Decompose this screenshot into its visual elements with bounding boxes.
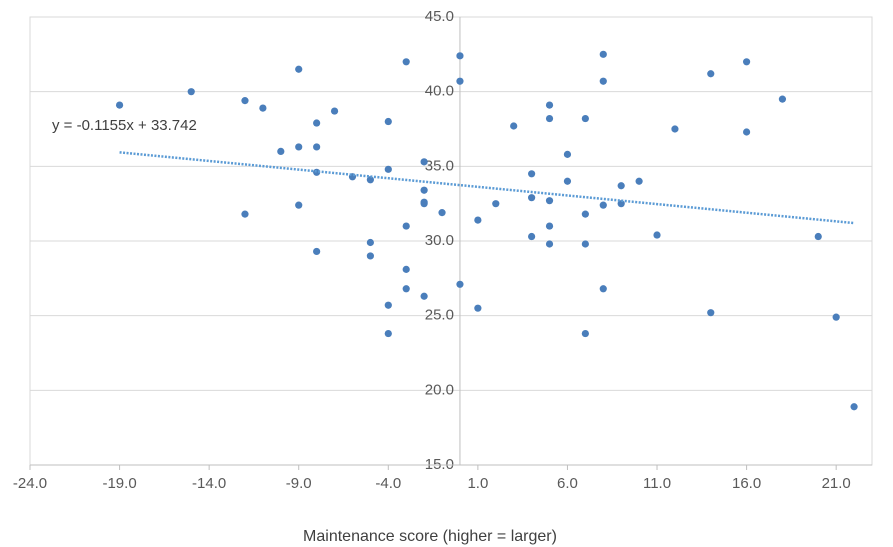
point (420, 158, 428, 166)
point (313, 247, 321, 256)
point (384, 329, 392, 338)
point (438, 209, 446, 217)
y-tick-label: 30.0 (425, 232, 454, 249)
point (563, 150, 572, 158)
x-tick-label: 1.0 (467, 475, 488, 492)
point (366, 176, 374, 184)
point (528, 194, 536, 202)
x-tick-label: -19.0 (102, 475, 136, 492)
point (402, 265, 410, 273)
point (545, 240, 554, 248)
point (384, 117, 392, 126)
x-tick-label: 6.0 (557, 475, 578, 492)
point (581, 114, 589, 123)
y-tick-label: 45.0 (425, 8, 454, 25)
point (850, 403, 858, 411)
point (545, 197, 554, 205)
point (635, 177, 643, 185)
point (742, 58, 751, 66)
point (187, 88, 195, 96)
point (492, 200, 500, 208)
point (528, 232, 536, 241)
point (528, 170, 536, 178)
point (420, 292, 428, 300)
point (456, 77, 464, 85)
point (241, 97, 249, 105)
point (707, 309, 715, 317)
x-tick-label: 11.0 (643, 475, 671, 492)
point (402, 222, 410, 230)
point (581, 240, 589, 248)
point (420, 186, 428, 194)
point (545, 101, 554, 109)
x-tick-label: 21.0 (822, 475, 851, 492)
point (617, 182, 625, 190)
y-tick-label: 20.0 (425, 381, 454, 398)
point (545, 222, 554, 230)
point (295, 143, 303, 151)
point (277, 147, 285, 155)
point (313, 119, 321, 127)
y-tick-label: 15.0 (425, 456, 454, 473)
point (295, 201, 303, 209)
x-tick-label: 16.0 (732, 475, 761, 492)
y-tick-label: 25.0 (425, 307, 454, 324)
point (599, 77, 607, 85)
point (420, 200, 428, 208)
point (707, 70, 715, 78)
x-tick-label: -4.0 (375, 475, 401, 492)
point (742, 128, 751, 136)
x-tick-label: -14.0 (192, 475, 226, 492)
point (653, 231, 661, 239)
point (313, 143, 321, 151)
point (241, 210, 249, 218)
point (330, 107, 339, 115)
point (384, 165, 392, 173)
point (671, 125, 679, 133)
point (366, 238, 374, 247)
point (259, 104, 267, 112)
point (814, 232, 822, 241)
trendline (119, 151, 855, 225)
point (402, 285, 410, 293)
point (402, 58, 410, 66)
point (474, 216, 482, 224)
point (563, 177, 572, 185)
y-tick-label: 40.0 (425, 83, 454, 100)
point (384, 301, 392, 309)
point (115, 101, 124, 109)
point (778, 95, 787, 103)
point (474, 304, 482, 312)
x-tick-label: -9.0 (286, 475, 312, 492)
point (832, 313, 840, 321)
point (599, 285, 607, 293)
point (599, 201, 607, 209)
point (510, 122, 518, 130)
y-tick-label: 35.0 (425, 157, 454, 174)
point (545, 114, 554, 123)
point (581, 210, 589, 218)
trendline-label: y = -0.1155x + 33.742 (52, 117, 197, 134)
x-axis-title: Maintenance score (higher = larger) (303, 528, 557, 545)
point (366, 252, 374, 260)
point (599, 50, 607, 58)
point (456, 280, 464, 288)
x-tick-label: -24.0 (13, 475, 47, 492)
point (456, 52, 464, 60)
point (581, 329, 589, 338)
point (295, 65, 303, 73)
